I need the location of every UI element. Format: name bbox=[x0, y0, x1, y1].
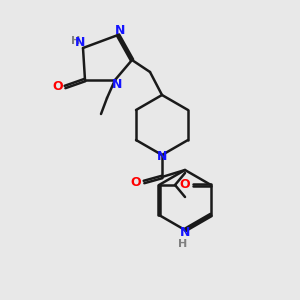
Text: N: N bbox=[115, 23, 125, 37]
Text: O: O bbox=[53, 80, 63, 94]
Text: N: N bbox=[157, 151, 167, 164]
Text: H: H bbox=[178, 239, 188, 249]
Text: N: N bbox=[112, 79, 122, 92]
Text: O: O bbox=[180, 178, 190, 191]
Text: N: N bbox=[180, 226, 190, 238]
Text: N: N bbox=[75, 37, 85, 50]
Text: H: H bbox=[71, 36, 81, 46]
Text: O: O bbox=[131, 176, 141, 188]
